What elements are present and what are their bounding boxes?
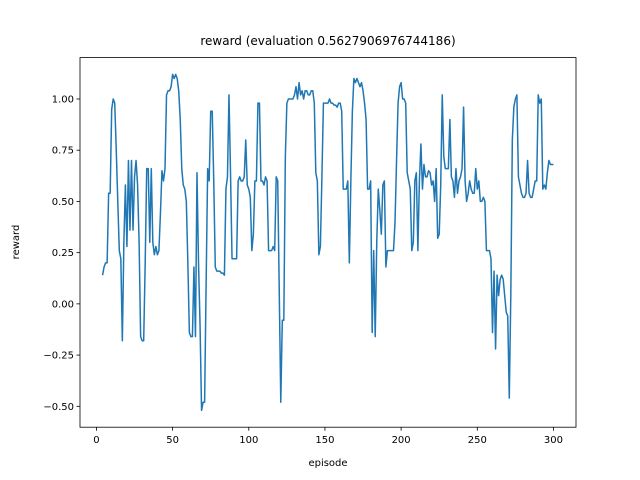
x-axis-label: episode [308, 458, 347, 469]
x-tick-label: 300 [544, 435, 563, 446]
y-tick-label: 0.75 [52, 146, 74, 157]
x-tick-label: 100 [239, 435, 258, 446]
y-tick-label: 0.25 [52, 248, 74, 259]
y-tick-label: −0.50 [43, 402, 74, 413]
chart-title: reward (evaluation 0.5627906976744186) [200, 34, 455, 48]
axes-frame [79, 57, 577, 428]
x-tick-label: 50 [166, 435, 179, 446]
y-tick-label: −0.25 [43, 351, 74, 362]
y-axis-label: reward [11, 225, 22, 260]
x-tick-label: 250 [468, 435, 487, 446]
x-tick-label: 150 [315, 435, 334, 446]
x-tick-label: 200 [392, 435, 411, 446]
data-line [101, 73, 554, 412]
y-tick-label: 0.50 [52, 197, 74, 208]
x-tick-label: 0 [93, 435, 99, 446]
y-tick-label: 0.00 [52, 299, 74, 310]
y-tick-label: 1.00 [52, 94, 74, 105]
